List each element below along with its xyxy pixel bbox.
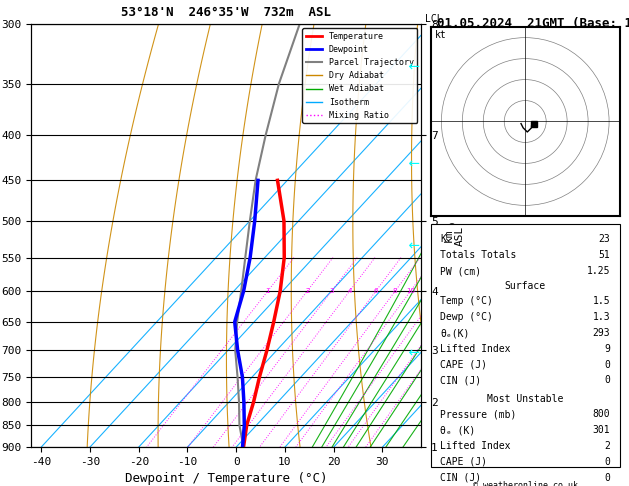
Text: 0: 0: [604, 360, 610, 370]
Text: 0: 0: [604, 472, 610, 483]
Text: 51: 51: [598, 250, 610, 260]
Text: Dewp (°C): Dewp (°C): [440, 312, 493, 322]
Text: CAPE (J): CAPE (J): [440, 457, 487, 467]
Text: →: →: [408, 56, 420, 70]
Text: 9: 9: [604, 344, 610, 354]
Text: Surface: Surface: [504, 280, 546, 291]
Title: 53°18'N  246°35'W  732m  ASL: 53°18'N 246°35'W 732m ASL: [121, 6, 331, 19]
Text: PW (cm): PW (cm): [440, 266, 481, 276]
Text: 0: 0: [604, 457, 610, 467]
Text: 1: 1: [265, 288, 270, 294]
Text: 3: 3: [330, 288, 334, 294]
Text: 1.3: 1.3: [593, 312, 610, 322]
Text: 1.25: 1.25: [587, 266, 610, 276]
Text: →: →: [408, 236, 420, 250]
Text: Lifted Index: Lifted Index: [440, 441, 511, 451]
Text: 23: 23: [598, 234, 610, 244]
Text: 2: 2: [604, 441, 610, 451]
Legend: Temperature, Dewpoint, Parcel Trajectory, Dry Adiabat, Wet Adiabat, Isotherm, Mi: Temperature, Dewpoint, Parcel Trajectory…: [303, 29, 417, 123]
Text: Lifted Index: Lifted Index: [440, 344, 511, 354]
Text: CAPE (J): CAPE (J): [440, 360, 487, 370]
Text: Pressure (mb): Pressure (mb): [440, 409, 516, 419]
Text: 301: 301: [593, 425, 610, 435]
Text: Mixing Ratio (g/kg): Mixing Ratio (g/kg): [448, 180, 458, 292]
Text: LCL: LCL: [425, 14, 443, 24]
Text: CIN (J): CIN (J): [440, 472, 481, 483]
X-axis label: Dewpoint / Temperature (°C): Dewpoint / Temperature (°C): [125, 472, 328, 486]
Text: 0: 0: [604, 375, 610, 385]
Text: 293: 293: [593, 328, 610, 338]
FancyBboxPatch shape: [431, 224, 620, 467]
Text: →: →: [408, 154, 420, 167]
Text: © weatheronline.co.uk: © weatheronline.co.uk: [473, 481, 577, 486]
Text: 1.5: 1.5: [593, 296, 610, 307]
Text: 2: 2: [305, 288, 309, 294]
Text: 01.05.2024  21GMT (Base: 18): 01.05.2024 21GMT (Base: 18): [437, 17, 629, 30]
Text: 4: 4: [347, 288, 352, 294]
Text: CIN (J): CIN (J): [440, 375, 481, 385]
Text: K: K: [440, 234, 446, 244]
Text: 8: 8: [393, 288, 398, 294]
Text: Most Unstable: Most Unstable: [487, 394, 564, 404]
Text: Totals Totals: Totals Totals: [440, 250, 516, 260]
Text: θₑ (K): θₑ (K): [440, 425, 476, 435]
Text: kt: kt: [435, 30, 447, 40]
Text: 10: 10: [406, 288, 415, 294]
Text: θₑ(K): θₑ(K): [440, 328, 470, 338]
Text: →: →: [408, 343, 420, 357]
Text: 6: 6: [374, 288, 378, 294]
Text: Temp (°C): Temp (°C): [440, 296, 493, 307]
Y-axis label: km
ASL: km ASL: [443, 226, 465, 246]
Text: 800: 800: [593, 409, 610, 419]
